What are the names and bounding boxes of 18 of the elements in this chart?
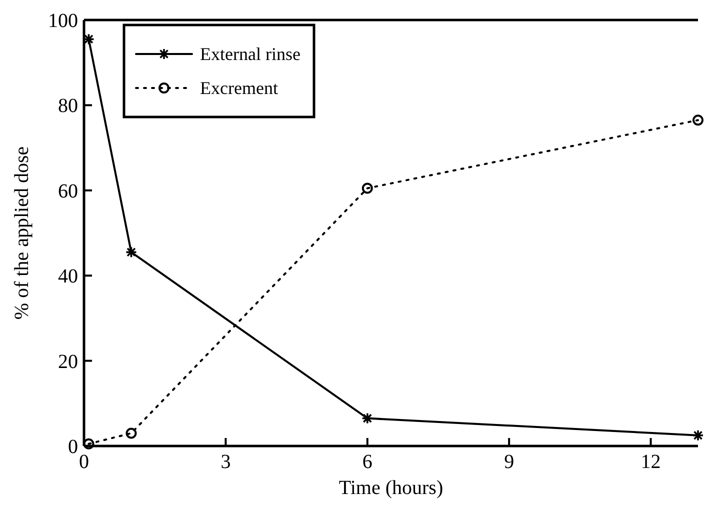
y-tick-label: 80 bbox=[58, 95, 78, 118]
y-axis-title: % of the applied dose bbox=[11, 146, 33, 320]
point bbox=[83, 438, 94, 450]
x-axis-title: Time (hours) bbox=[338, 477, 444, 499]
y-tick-label: 100 bbox=[48, 10, 78, 32]
x-tick-label: 12 bbox=[640, 451, 661, 473]
point bbox=[362, 182, 373, 194]
point bbox=[692, 114, 704, 126]
legend-label: External rinse bbox=[200, 44, 300, 64]
y-tick-label: 0 bbox=[68, 436, 78, 458]
x-tick-label: 9 bbox=[504, 451, 514, 473]
x-tick-label: 3 bbox=[220, 451, 231, 473]
y-tick-label: 60 bbox=[58, 180, 78, 202]
point bbox=[126, 428, 137, 439]
y-tick-label: 20 bbox=[58, 350, 78, 373]
y-tick-label: 40 bbox=[58, 266, 78, 288]
legend-label: Excrement bbox=[200, 78, 278, 98]
x-tick-label: 6 bbox=[362, 451, 372, 473]
